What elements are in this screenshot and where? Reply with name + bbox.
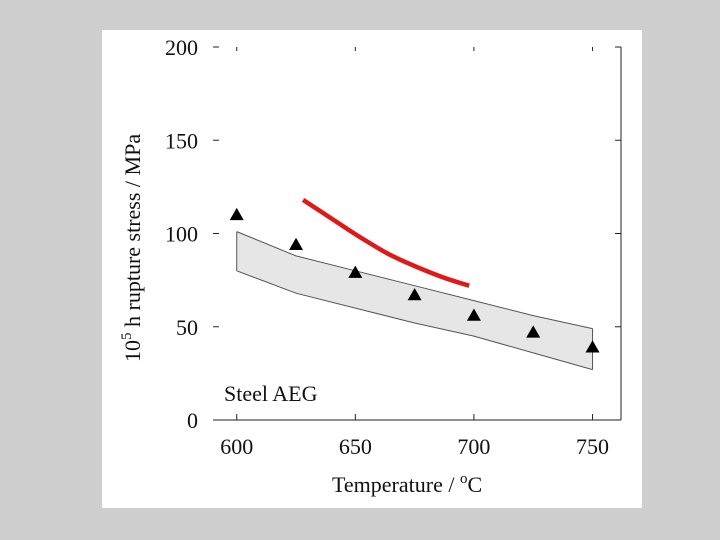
measured-point-600 — [229, 207, 244, 221]
y-axis-title: 105 h rupture stress / MPa — [119, 134, 145, 362]
slide-background — [102, 30, 642, 508]
x-tick-label-650: 650 — [339, 434, 372, 459]
x-tick-label-750: 750 — [576, 434, 609, 459]
x-tick-label-600: 600 — [220, 434, 253, 459]
y-axis-title-post: h rupture stress / MPa — [120, 134, 145, 333]
plot-frame — [213, 47, 622, 421]
predicted-curve-line — [301, 198, 470, 288]
measured-point-700 — [466, 308, 481, 321]
y-tick-label-150: 150 — [165, 128, 198, 153]
x-axis-title-main: Temperature / — [332, 472, 460, 497]
measured-point-725 — [526, 325, 541, 338]
band-fill — [236, 231, 593, 370]
y-tick-label-100: 100 — [165, 222, 198, 247]
ticks: 600 650 700 750 0 50 100 150 200 — [165, 35, 621, 459]
measured-point-675 — [407, 288, 422, 301]
y-tick-label-200: 200 — [165, 35, 198, 60]
steel-label: Steel AEG — [224, 381, 318, 406]
measured-point-750 — [585, 340, 600, 353]
band-upper-edge — [236, 231, 593, 330]
scatter-band — [236, 231, 594, 371]
x-axis-title: Temperature / oC — [332, 471, 482, 497]
x-axis-title-unit: C — [467, 472, 482, 497]
y-tick-label-0: 0 — [187, 408, 198, 433]
measured-point-650 — [348, 265, 363, 278]
band-lower-edge — [236, 270, 593, 371]
measured-points — [229, 207, 600, 353]
x-axis-title-sup: o — [460, 471, 468, 487]
predicted-curve — [301, 198, 470, 288]
y-tick-label-50: 50 — [176, 315, 198, 340]
y-axis-title-pre: 10 — [120, 340, 145, 362]
measured-point-625 — [289, 237, 304, 250]
x-tick-label-700: 700 — [457, 434, 490, 459]
y-axis-title-sup: 5 — [119, 333, 135, 341]
